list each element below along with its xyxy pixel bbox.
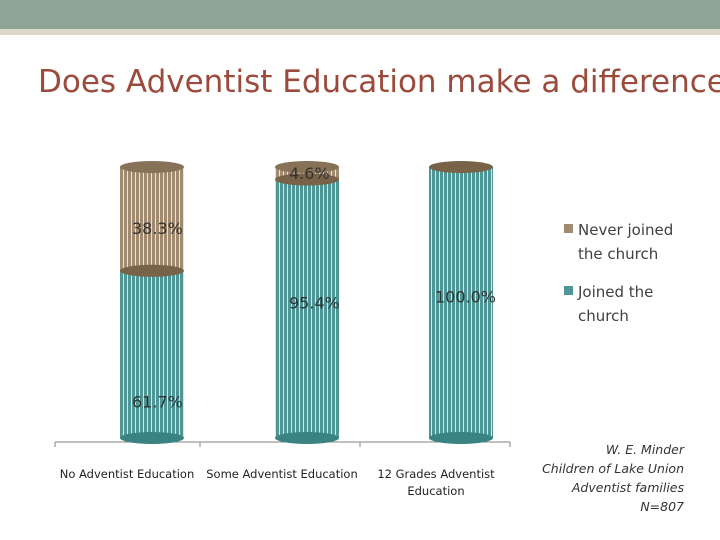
data-label-never-1: 4.6% (289, 164, 330, 183)
attribution-author: W. E. Minder (605, 442, 684, 457)
legend-swatch-never-joined (564, 224, 573, 233)
legend: Never joined the church Joined the churc… (562, 218, 682, 342)
category-label-2: 12 Grades Adventist (377, 467, 495, 481)
bar-joined-base-2 (429, 432, 493, 444)
data-label-joined-0: 61.7% (132, 392, 183, 411)
top-band (0, 0, 720, 29)
top-rule (0, 29, 720, 35)
bar-joined-base-1 (275, 432, 339, 444)
bar-joined-0 (120, 270, 184, 438)
attribution-sample-size: N=807 (640, 499, 684, 514)
attribution: W. E. Minder Children of Lake Union Adve… (520, 440, 684, 516)
data-label-joined-1: 95.4% (289, 294, 340, 313)
data-label-joined-2: 100.0% (435, 288, 496, 307)
bar-never-cap-1 (275, 161, 339, 173)
bar-joined-cap-2 (429, 161, 493, 173)
bar-joined-1 (275, 179, 339, 438)
bar-joined-cap-1 (275, 173, 339, 186)
category-label-1: Some Adventist Education (206, 467, 358, 481)
bar-joined-2 (429, 167, 493, 438)
legend-label-never-joined: Never joined the church (578, 221, 674, 263)
legend-item-never-joined: Never joined the church (562, 218, 682, 266)
legend-label-joined: Joined the church (578, 283, 654, 325)
bar-never-0 (120, 167, 184, 271)
bar-joined-cap-0 (120, 264, 184, 277)
category-label-0: No Adventist Education (60, 467, 195, 481)
legend-item-joined: Joined the church (562, 280, 682, 328)
attribution-population: Adventist families (571, 480, 684, 495)
data-label-never-0: 38.3% (132, 219, 183, 238)
bar-joined-base-0 (120, 432, 184, 444)
attribution-study: Children of Lake Union (542, 461, 684, 476)
legend-swatch-joined (564, 286, 573, 295)
bar-never-cap-0 (120, 161, 184, 173)
slide-title: Does Adventist Education make a differen… (38, 64, 720, 100)
category-label-2: Education (407, 484, 464, 498)
